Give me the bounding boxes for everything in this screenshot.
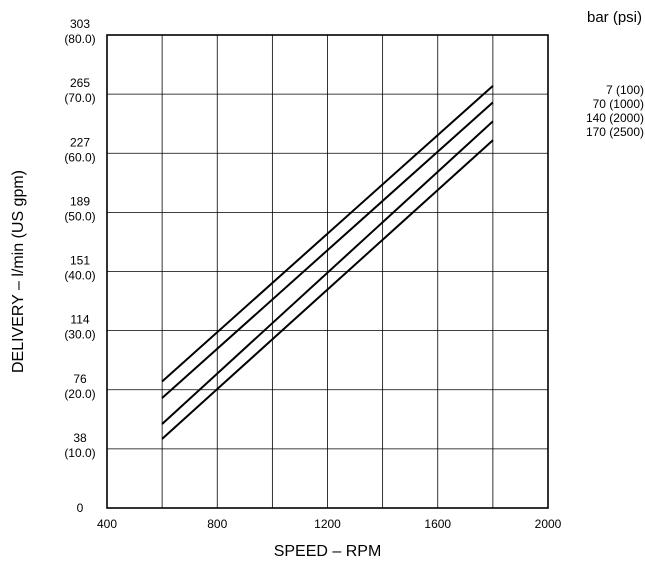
y-tick-label-gpm: (80.0): [64, 32, 95, 46]
x-tick-label: 800: [207, 517, 227, 531]
y-tick-label-gpm: (70.0): [64, 91, 95, 105]
y-tick-label-lpm: 114: [70, 313, 89, 327]
legend: bar (psi) 7 (100)70 (1000)140 (2000)170 …: [586, 9, 644, 139]
y-tick-label-lpm: 227: [70, 135, 90, 149]
y-tick-label-lpm: 303: [70, 17, 90, 31]
x-tick-label: 1200: [314, 517, 341, 531]
series-line: [161, 101, 494, 399]
x-tick-label: 400: [97, 517, 117, 531]
legend-title: bar (psi): [587, 9, 642, 26]
legend-entry: 7 (100): [606, 83, 644, 97]
legend-entry: 70 (1000): [593, 97, 644, 111]
y-tick-label-gpm: (40.0): [64, 269, 95, 283]
y-tick-label-lpm: 76: [73, 372, 87, 386]
x-tick-labels: 400 800 1200 1600 2000: [97, 517, 562, 531]
y-tick-label-lpm: 38: [73, 431, 87, 445]
series-line: [161, 85, 494, 383]
x-tick-label: 1600: [424, 517, 451, 531]
legend-entry: 140 (2000): [586, 111, 644, 125]
series-lines: [161, 85, 494, 440]
y-tick-label-gpm: (30.0): [64, 328, 95, 342]
y-tick-label-lpm: 189: [70, 194, 90, 208]
y-tick-label-lpm: 265: [70, 76, 90, 90]
y-tick-label-lpm: 151: [70, 254, 90, 268]
y-tick-label-gpm: (50.0): [64, 209, 95, 223]
plot-frame: [106, 34, 549, 509]
y-tick-labels: 0 38(10.0) 76(20.0) 114(30.0) 151(40.0) 189(5…: [64, 17, 95, 515]
x-axis-title: SPEED – RPM: [274, 543, 382, 560]
y-tick-label-gpm: (20.0): [64, 387, 95, 401]
series-line: [161, 120, 494, 425]
y-tick-label-gpm: (60.0): [64, 150, 95, 164]
y-axis-title: DELIVERY – l/min (US gpm): [10, 170, 27, 373]
series-line: [161, 139, 494, 440]
y-tick-label-gpm: (10.0): [64, 446, 95, 460]
y-tick-label-lpm: 0: [77, 501, 84, 515]
legend-entry: 170 (2500): [586, 125, 644, 139]
x-tick-label: 2000: [535, 517, 562, 531]
